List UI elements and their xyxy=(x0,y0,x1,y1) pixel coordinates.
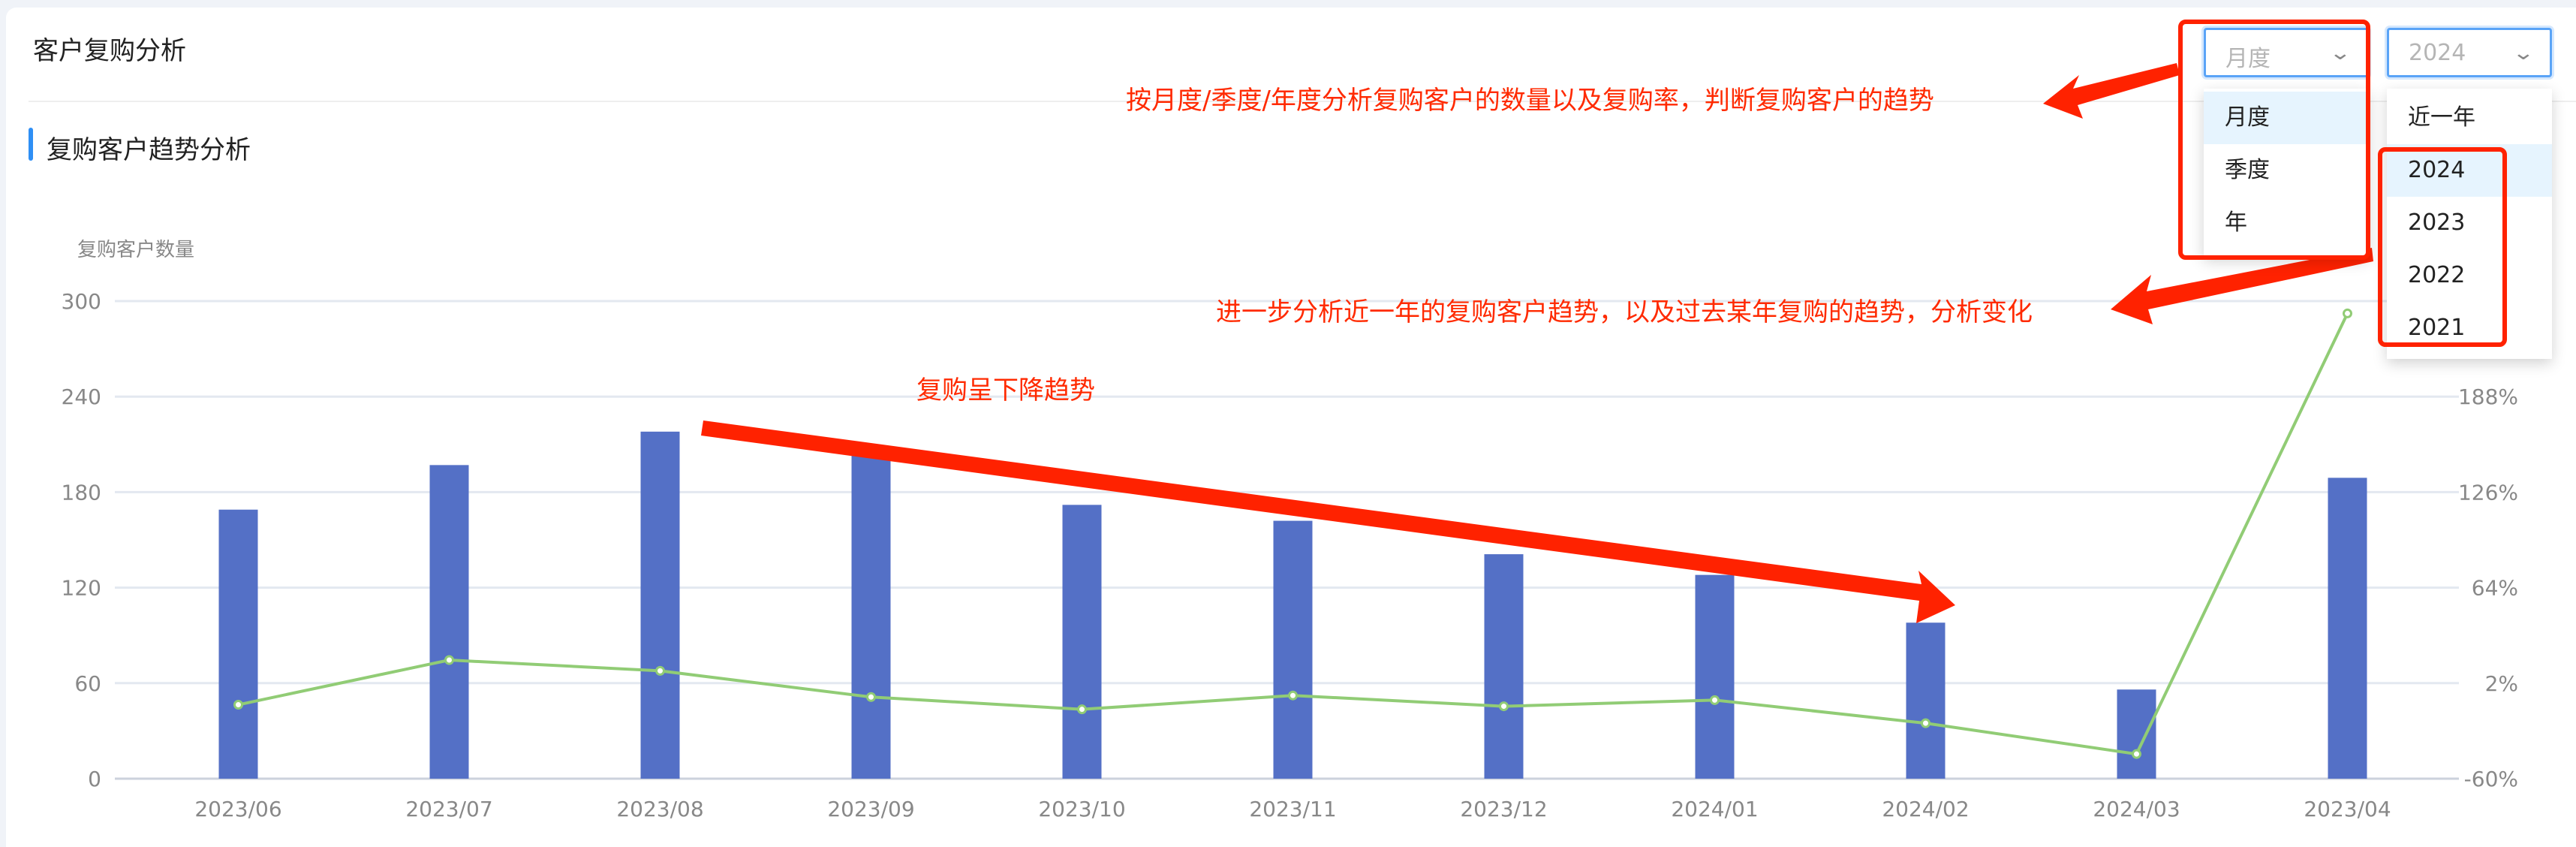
rate-point xyxy=(1077,704,1087,715)
y-tick-label: 120 xyxy=(62,576,101,601)
filter-arrow xyxy=(2043,63,2180,119)
rate-point xyxy=(2132,749,2141,759)
x-tick-label: 2023/08 xyxy=(616,797,703,821)
year-select-value: 2024 xyxy=(2409,40,2466,66)
period-option-quarter[interactable]: 季度 xyxy=(2225,157,2270,183)
period-select[interactable]: 月度 ⌄ xyxy=(2204,28,2369,77)
y2-tick-label: -60% xyxy=(2464,767,2518,791)
year-option-2024[interactable]: 2024 xyxy=(2387,144,2552,197)
x-tick-label: 2023/12 xyxy=(1460,797,1547,821)
rate-point xyxy=(655,665,665,676)
annotation-trend: 复购呈下降趋势 xyxy=(916,375,1095,405)
rate-point xyxy=(1710,695,1720,705)
section-accent-bar xyxy=(29,128,33,161)
bar xyxy=(1273,520,1313,779)
bar xyxy=(429,465,469,779)
rate-point xyxy=(2343,308,2352,318)
y2-tick-label: 126% xyxy=(2458,480,2518,505)
period-select-value: 月度 xyxy=(2225,46,2271,72)
x-tick-label: 2023/10 xyxy=(1038,797,1125,821)
x-tick-label: 2024/01 xyxy=(1671,797,1758,821)
rate-point xyxy=(1499,701,1509,712)
chevron-down-icon: ⌄ xyxy=(2328,42,2352,65)
bar xyxy=(2117,689,2156,779)
bar xyxy=(2328,478,2367,779)
rate-point xyxy=(233,700,243,710)
x-tick-label: 2024/03 xyxy=(2093,797,2180,821)
y2-tick-label: 188% xyxy=(2458,384,2518,409)
y2-tick-label: 2% xyxy=(2485,671,2518,696)
chevron-down-icon: ⌄ xyxy=(2511,42,2535,65)
x-tick-label: 2023/04 xyxy=(2304,797,2391,821)
x-tick-label: 2023/06 xyxy=(194,797,281,821)
year-dropdown-menu: 近一年 2024 2023 2022 2021 xyxy=(2387,89,2552,359)
highlight-box-years xyxy=(2378,147,2507,347)
bar xyxy=(1906,622,1946,779)
period-dropdown-menu: 月度 季度 年 xyxy=(2204,89,2369,257)
year-option-last-year[interactable]: 近一年 xyxy=(2408,104,2475,131)
bar xyxy=(640,431,680,779)
bar xyxy=(851,454,891,779)
page-title: 客户复购分析 xyxy=(33,36,186,66)
x-tick-label: 2024/02 xyxy=(1882,797,1969,821)
annotation-years: 进一步分析近一年的复购客户趋势，以及过去某年复购的趋势，分析变化 xyxy=(1216,297,2033,327)
divider xyxy=(29,101,2576,102)
bar xyxy=(218,509,258,779)
rate-point xyxy=(1288,690,1298,701)
y-axis-title: 复购客户数量 xyxy=(77,239,194,261)
section-title: 复购客户趋势分析 xyxy=(47,135,251,165)
y-tick-label: 60 xyxy=(74,671,101,696)
highlight-box-period xyxy=(2178,20,2370,260)
year-arrow xyxy=(2111,248,2373,324)
bar xyxy=(1062,505,1102,779)
period-option-month[interactable]: 月度 xyxy=(2204,92,2369,144)
period-option-year[interactable]: 年 xyxy=(2225,209,2247,236)
year-option-2023[interactable]: 2023 xyxy=(2408,209,2466,236)
year-option-2021[interactable]: 2021 xyxy=(2408,315,2466,341)
y-tick-label: 300 xyxy=(62,289,101,314)
bar xyxy=(1484,554,1524,779)
bar xyxy=(1695,574,1735,779)
y-tick-label: 240 xyxy=(62,384,101,409)
year-option-2022[interactable]: 2022 xyxy=(2408,262,2466,288)
x-tick-label: 2023/11 xyxy=(1249,797,1336,821)
x-tick-label: 2023/07 xyxy=(405,797,492,821)
rate-point xyxy=(866,692,876,702)
rate-point xyxy=(1921,718,1930,728)
year-select[interactable]: 2024 ⌄ xyxy=(2387,28,2552,77)
rate-point xyxy=(444,655,454,665)
annotation-filters: 按月度/季度/年度分析复购客户的数量以及复购率，判断复购客户的趋势 xyxy=(1126,86,1934,116)
x-tick-label: 2023/09 xyxy=(827,797,914,821)
y2-tick-label: 64% xyxy=(2472,576,2518,601)
y-tick-label: 180 xyxy=(62,480,101,505)
y-tick-label: 0 xyxy=(88,767,101,791)
trend-arrow xyxy=(701,420,1955,623)
